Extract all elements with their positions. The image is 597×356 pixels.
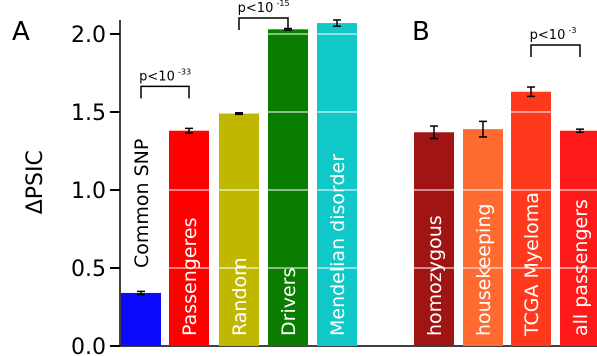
y-axis-title: ΔPSIC [23, 150, 48, 214]
panel-b-category-label: housekeeping [473, 204, 495, 336]
panel-a-category-label: Drivers [278, 268, 300, 336]
panel-b-bar [511, 91, 551, 346]
panel-a-pvalue-label: p<10 [238, 1, 274, 16]
panel-a-category-label: Mendelian disorder [327, 154, 349, 336]
panel-b-category-label: all passengers [570, 199, 592, 336]
panel-a-bar [169, 130, 209, 346]
annotation-layer: p<10 -33p<10 -15p<10 -3 [139, 0, 581, 99]
panel-b-significance-bracket [530, 44, 581, 58]
bars-layer [121, 19, 597, 347]
y-tick-label: 0.0 [71, 335, 106, 356]
panel-a-category-label: Passengeres [179, 217, 201, 336]
panel-a-significance-bracket [140, 85, 190, 99]
panel-a-pvalue-exponent: -33 [178, 67, 191, 76]
panel-b-pvalue-label: p<10 [530, 28, 566, 43]
label-layer: A B Common SNP Passengeres Random Drivers Mend… [12, 17, 592, 337]
panel-b-pvalue-exponent: -3 [569, 26, 577, 35]
panel-b-bar [463, 129, 503, 346]
panel-a-category-label: Random [229, 257, 251, 336]
panel-a-bar [121, 292, 161, 346]
panel-a-category-label: Common SNP [131, 139, 153, 268]
y-tick-label: 2.0 [71, 23, 106, 48]
y-tick-label: 1.0 [71, 179, 106, 204]
panel-b-bar [414, 132, 454, 346]
panel-a-bar [268, 29, 308, 346]
panel-a-bar [219, 113, 259, 346]
axis-layer: 0.0 0.5 1.0 1.5 2.0 ΔPSIC [23, 20, 597, 356]
y-tick-label: 1.5 [71, 101, 106, 126]
panel-b-category-label: TCGA Myeloma [521, 192, 543, 337]
panel-label-a: A [12, 17, 30, 47]
panel-label-b: B [412, 17, 430, 47]
panel-a-pvalue-label: p<10 [139, 69, 175, 84]
panel-b-bar [560, 130, 597, 346]
y-tick-label: 0.5 [71, 257, 106, 282]
panel-a-pvalue-exponent: -15 [277, 0, 290, 8]
panel-a-bar [317, 23, 357, 347]
panel-a-significance-bracket [238, 17, 289, 30]
panel-b-category-label: homozygous [424, 215, 446, 336]
